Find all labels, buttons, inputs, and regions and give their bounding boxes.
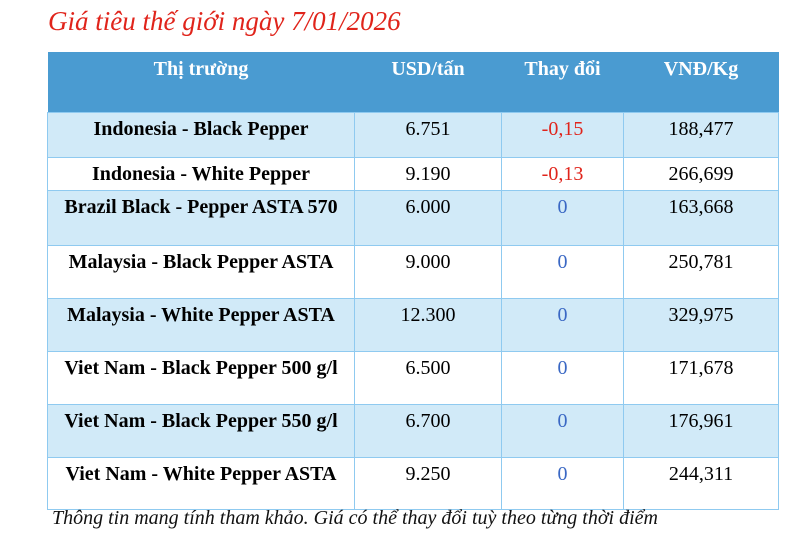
table-row: Viet Nam - Black Pepper 500 g/l 6.500 0 … xyxy=(47,351,779,405)
vnd-cell: 329,975 xyxy=(623,298,779,352)
table-row: Malaysia - White Pepper ASTA 12.300 0 32… xyxy=(47,298,779,352)
usd-cell: 6.751 xyxy=(354,112,502,158)
vnd-cell: 266,699 xyxy=(623,157,779,191)
vnd-cell: 163,668 xyxy=(623,190,779,246)
col-change: Thay đổi xyxy=(501,52,624,113)
table-header: Thị trường USD/tấn Thay đổi VNĐ/Kg xyxy=(47,52,779,113)
col-market: Thị trường xyxy=(47,52,355,113)
change-cell: 0 xyxy=(501,457,624,510)
vnd-cell: 250,781 xyxy=(623,245,779,299)
table-row: Indonesia - Black Pepper 6.751 -0,15 188… xyxy=(47,112,779,158)
footer-note: Thông tin mang tính tham khảo. Giá có th… xyxy=(52,507,658,529)
pepper-price-table: Thị trường USD/tấn Thay đổi VNĐ/Kg Indon… xyxy=(47,52,779,510)
vnd-cell: 176,961 xyxy=(623,404,779,458)
market-cell: Viet Nam - White Pepper ASTA xyxy=(47,457,355,510)
market-cell: Viet Nam - Black Pepper 550 g/l xyxy=(47,404,355,458)
change-cell: -0,15 xyxy=(501,112,624,158)
table-row: Viet Nam - Black Pepper 550 g/l 6.700 0 … xyxy=(47,404,779,458)
market-cell: Brazil Black - Pepper ASTA 570 xyxy=(47,190,355,246)
table-row: Brazil Black - Pepper ASTA 570 6.000 0 1… xyxy=(47,190,779,246)
usd-cell: 9.000 xyxy=(354,245,502,299)
vnd-cell: 171,678 xyxy=(623,351,779,405)
usd-cell: 6.700 xyxy=(354,404,502,458)
market-cell: Viet Nam - Black Pepper 500 g/l xyxy=(47,351,355,405)
col-usd: USD/tấn xyxy=(354,52,502,113)
change-cell: 0 xyxy=(501,298,624,352)
table-row: Viet Nam - White Pepper ASTA 9.250 0 244… xyxy=(47,457,779,510)
change-cell: 0 xyxy=(501,245,624,299)
market-cell: Malaysia - White Pepper ASTA xyxy=(47,298,355,352)
market-cell: Indonesia - Black Pepper xyxy=(47,112,355,158)
table-row: Indonesia - White Pepper 9.190 -0,13 266… xyxy=(47,157,779,191)
usd-cell: 6.000 xyxy=(354,190,502,246)
usd-cell: 6.500 xyxy=(354,351,502,405)
usd-cell: 12.300 xyxy=(354,298,502,352)
change-cell: 0 xyxy=(501,404,624,458)
usd-cell: 9.250 xyxy=(354,457,502,510)
change-cell: 0 xyxy=(501,351,624,405)
market-cell: Indonesia - White Pepper xyxy=(47,157,355,191)
vnd-cell: 188,477 xyxy=(623,112,779,158)
vnd-cell: 244,311 xyxy=(623,457,779,510)
col-vnd: VNĐ/Kg xyxy=(623,52,779,113)
change-cell: 0 xyxy=(501,190,624,246)
market-cell: Malaysia - Black Pepper ASTA xyxy=(47,245,355,299)
usd-cell: 9.190 xyxy=(354,157,502,191)
table-row: Malaysia - Black Pepper ASTA 9.000 0 250… xyxy=(47,245,779,299)
page-title: Giá tiêu thế giới ngày 7/01/2026 xyxy=(48,6,401,36)
change-cell: -0,13 xyxy=(501,157,624,191)
